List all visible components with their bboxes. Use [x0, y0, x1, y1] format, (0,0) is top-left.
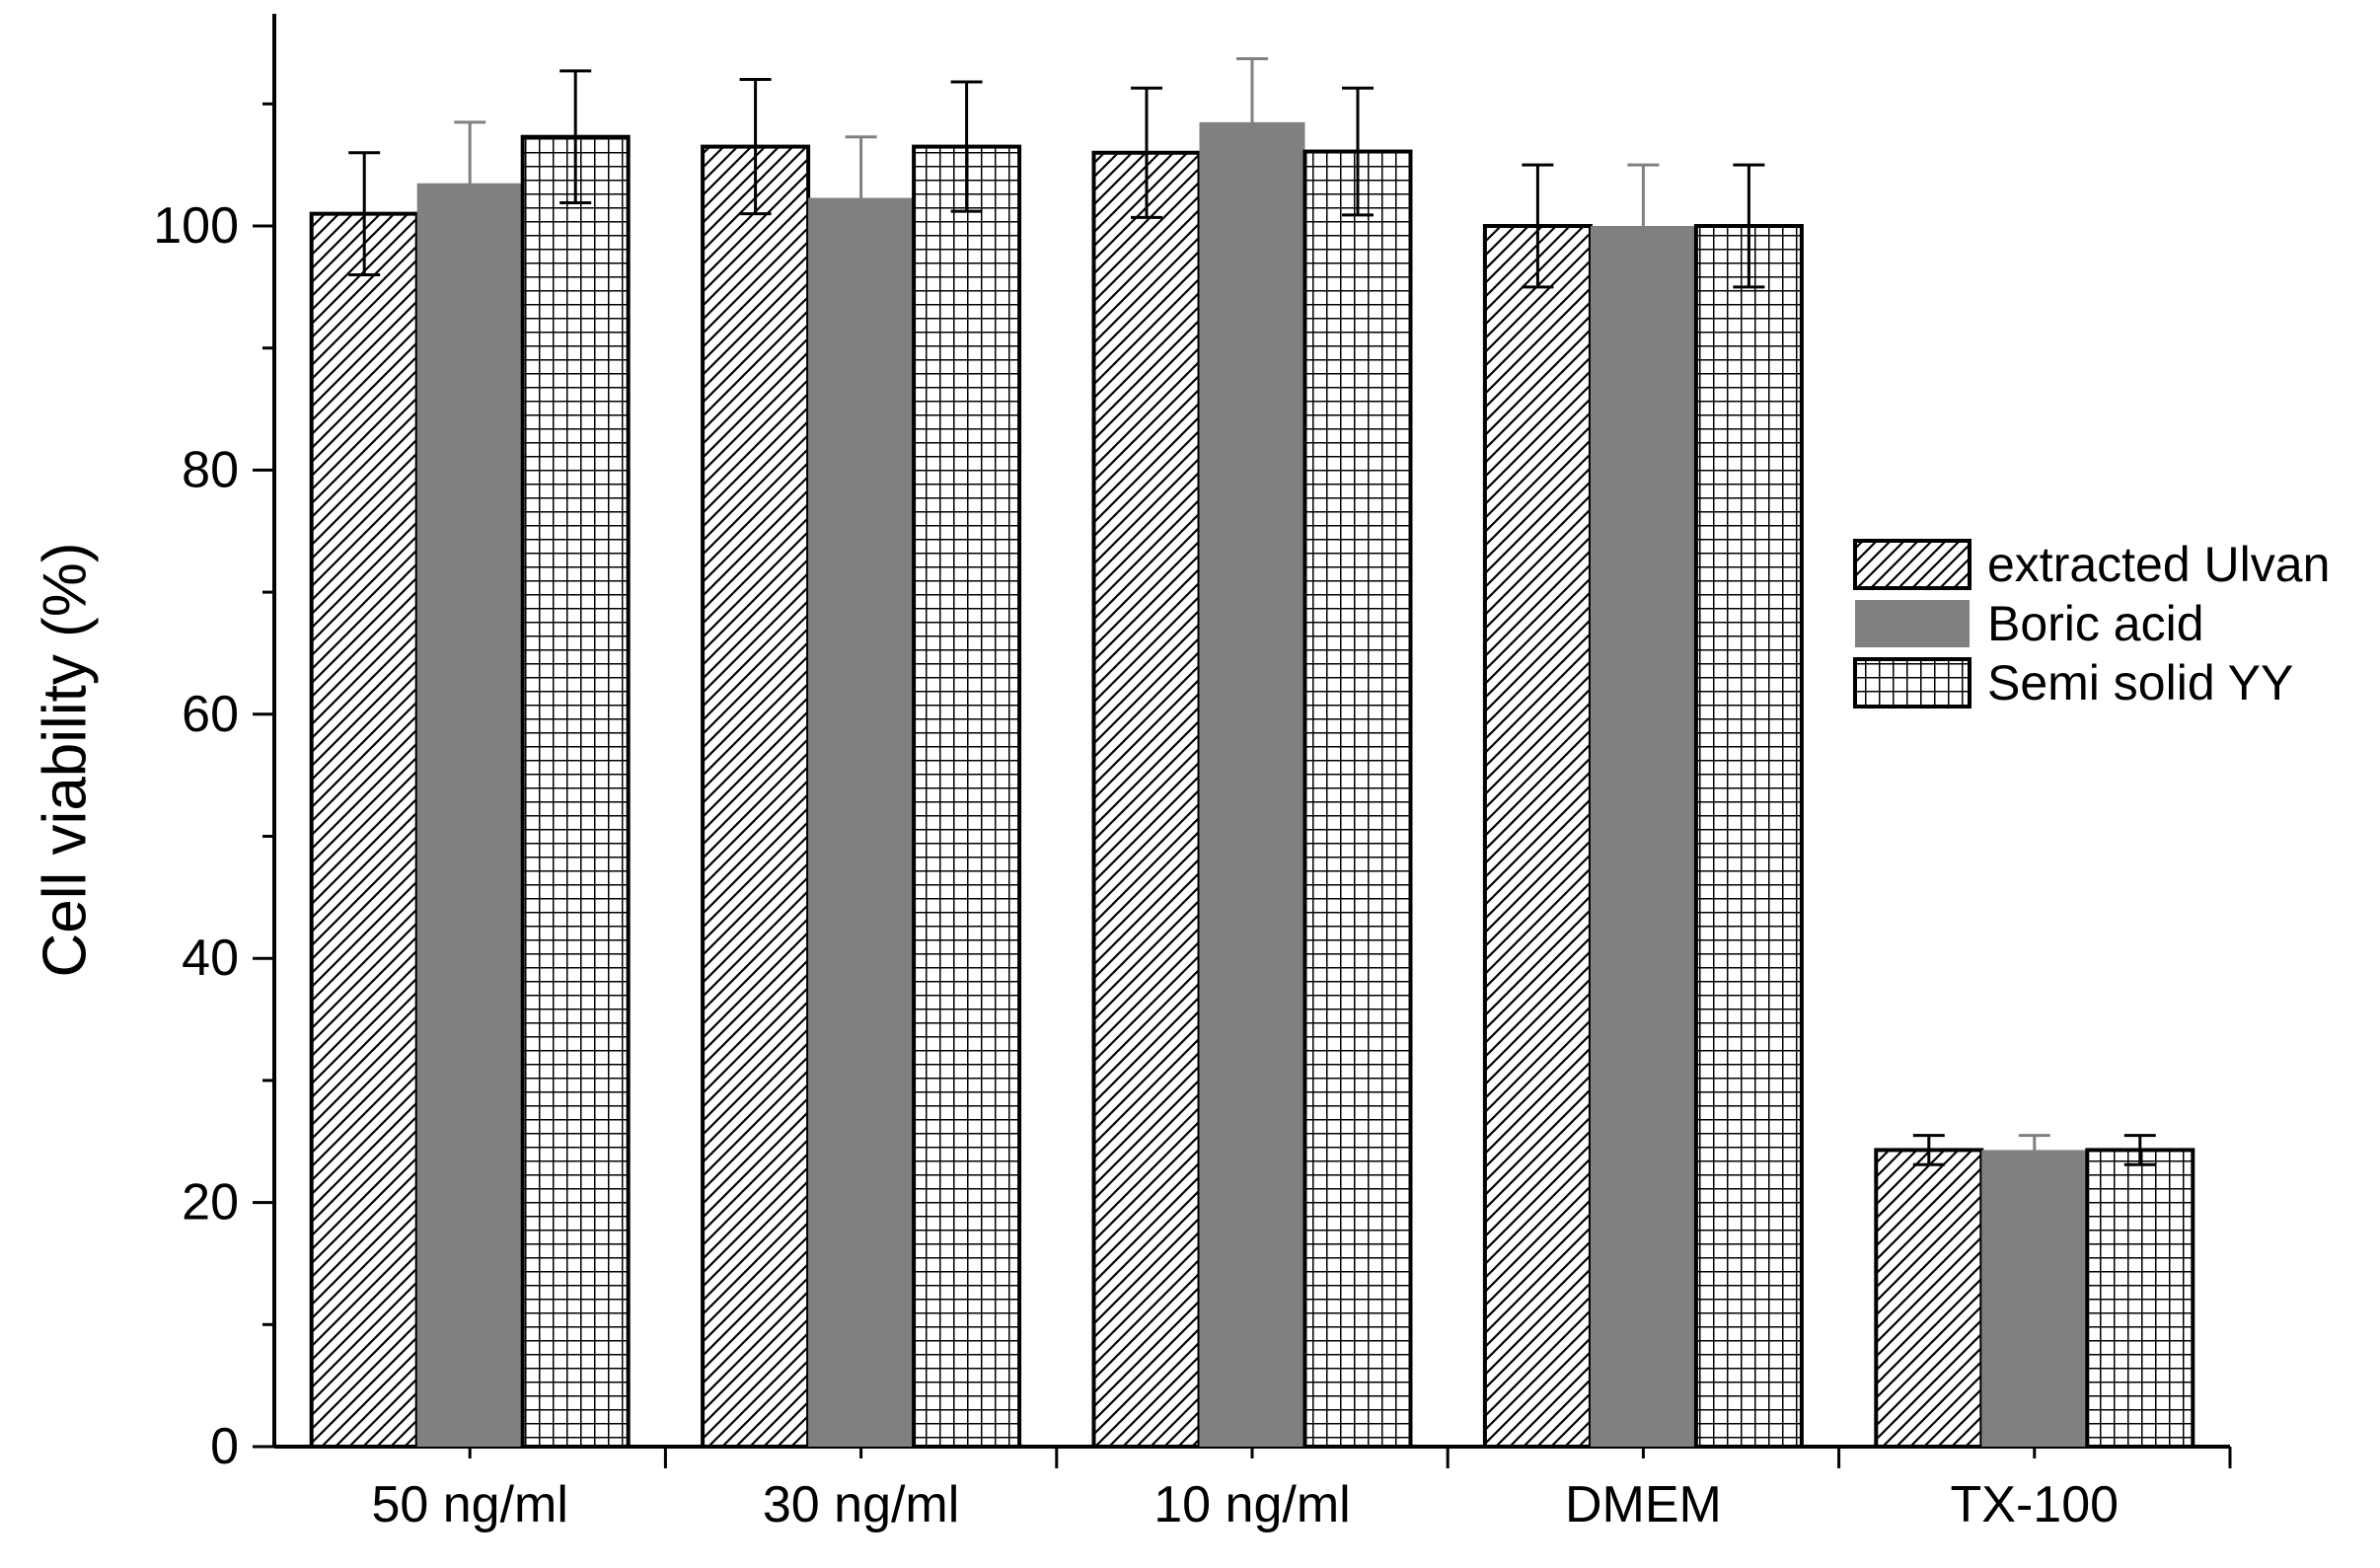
- error-bar-extracted-ulvan-10-ng-ml: [1131, 86, 1162, 219]
- bar-extracted-ulvan-dmem: [1482, 224, 1593, 1449]
- bar-semi-solid-yy-30-ng-ml: [912, 144, 1022, 1450]
- error-bar-semi-solid-yy-10-ng-ml: [1342, 86, 1374, 217]
- error-bar-semi-solid-yy-30-ng-ml: [950, 80, 983, 213]
- x-tick-label-50-ng-ml: 50 ng/ml: [371, 1476, 567, 1533]
- bar-extracted-ulvan-10-ng-ml: [1091, 150, 1202, 1449]
- legend-label-boric-acid: Boric acid: [1987, 596, 2204, 651]
- error-bar-boric-acid-30-ng-ml: [845, 135, 877, 260]
- legend-label-extracted-ulvan: extracted Ulvan: [1987, 537, 2330, 592]
- x-tick-label-10-ng-ml: 10 ng/ml: [1153, 1476, 1350, 1533]
- error-bar-semi-solid-yy-tx-100: [2123, 1134, 2156, 1166]
- bar-boric-acid-30-ng-ml: [808, 197, 915, 1448]
- legend-swatch-boric-acid: [1855, 600, 1970, 647]
- bar-boric-acid-tx-100: [1981, 1150, 2088, 1447]
- bar-semi-solid-yy-10-ng-ml: [1302, 149, 1413, 1450]
- bar-semi-solid-yy-tx-100: [2085, 1148, 2195, 1450]
- y-tick-label-40: 40: [182, 930, 239, 987]
- bar-extracted-ulvan-50-ng-ml: [309, 211, 419, 1449]
- error-bar-extracted-ulvan-tx-100: [1912, 1134, 1945, 1166]
- error-bar-boric-acid-10-ng-ml: [1236, 57, 1268, 187]
- error-bar-extracted-ulvan-50-ng-ml: [348, 151, 381, 276]
- error-bar-boric-acid-tx-100: [2018, 1134, 2050, 1165]
- legend-swatch-semi-solid-yy: [1853, 657, 1971, 709]
- x-tick-label-dmem: DMEM: [1565, 1476, 1722, 1533]
- error-bar-extracted-ulvan-dmem: [1522, 163, 1554, 289]
- bar-boric-acid-10-ng-ml: [1199, 121, 1305, 1448]
- bar-semi-solid-yy-50-ng-ml: [520, 134, 631, 1450]
- bar-extracted-ulvan-30-ng-ml: [701, 144, 811, 1450]
- bars: [309, 121, 2195, 1450]
- bar-boric-acid-50-ng-ml: [416, 183, 523, 1448]
- error-bar-extracted-ulvan-30-ng-ml: [739, 78, 772, 216]
- y-axis-label: Cell viability (%): [32, 543, 100, 978]
- legend-label-semi-solid-yy: Semi solid YY: [1987, 655, 2293, 710]
- error-bar-semi-solid-yy-50-ng-ml: [559, 69, 592, 204]
- y-tick-label-20: 20: [182, 1174, 239, 1232]
- error-bars: [348, 57, 2156, 1166]
- x-tick-label-30-ng-ml: 30 ng/ml: [763, 1476, 959, 1533]
- error-bar-semi-solid-yy-dmem: [1733, 163, 1765, 289]
- error-bar-boric-acid-50-ng-ml: [454, 120, 486, 245]
- bar-semi-solid-yy-dmem: [1693, 224, 1804, 1449]
- error-bar-boric-acid-dmem: [1627, 163, 1660, 287]
- x-tick-label-tx-100: TX-100: [1951, 1476, 2120, 1533]
- y-tick-label-80: 80: [182, 441, 239, 498]
- bar-boric-acid-dmem: [1590, 226, 1696, 1447]
- legend-swatch-extracted-ulvan: [1853, 539, 1971, 590]
- y-tick-label-60: 60: [182, 686, 239, 743]
- bar-extracted-ulvan-tx-100: [1874, 1148, 1984, 1450]
- y-tick-label-0: 0: [210, 1418, 239, 1475]
- y-tick-label-100: 100: [153, 197, 239, 255]
- tick-labels: 0 20 40 60 80 100 50 ng/ml 30 ng/ml 10 ng/ml DMEM…: [153, 197, 2119, 1533]
